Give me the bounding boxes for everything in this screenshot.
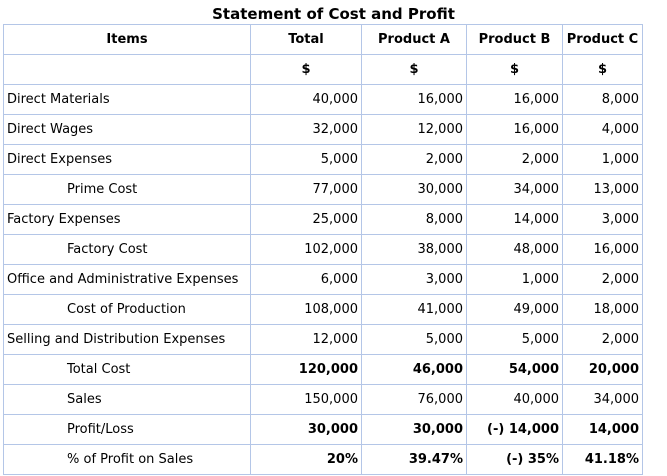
product-b-value: 16,000	[466, 84, 563, 115]
product-c-value: 16,000	[562, 234, 643, 265]
product-a-value: 3,000	[361, 264, 467, 295]
product-c-value: 20,000	[562, 354, 643, 385]
product-b-value: 14,000	[466, 204, 563, 235]
total-value: 20%	[250, 444, 362, 475]
product-a-value: 41,000	[361, 294, 467, 325]
product-a-value: 30,000	[361, 414, 467, 445]
table-row: Direct Wages 32,000 12,000 16,000 4,000	[3, 114, 643, 145]
total-value: 108,000	[250, 294, 362, 325]
total-value: 25,000	[250, 204, 362, 235]
product-b-value: 34,000	[466, 174, 563, 205]
row-label: Cost of Production	[3, 294, 251, 325]
product-b-value: 5,000	[466, 324, 563, 355]
total-value: 150,000	[250, 384, 362, 415]
total-value: 30,000	[250, 414, 362, 445]
header-total: Total	[250, 24, 362, 55]
currency-cell: $	[562, 54, 643, 85]
row-label: Selling and Distribution Expenses	[3, 324, 251, 355]
row-label: Factory Cost	[3, 234, 251, 265]
table-row: Direct Materials 40,000 16,000 16,000 8,000	[3, 84, 643, 115]
product-b-value: 16,000	[466, 114, 563, 145]
row-label: Prime Cost	[3, 174, 251, 205]
product-c-value: 3,000	[562, 204, 643, 235]
row-label: Direct Expenses	[3, 144, 251, 175]
total-value: 40,000	[250, 84, 362, 115]
currency-cell: $	[466, 54, 563, 85]
product-b-value: 54,000	[466, 354, 563, 385]
product-b-value: 40,000	[466, 384, 563, 415]
product-c-value: 41.18%	[562, 444, 643, 475]
product-b-value: (-) 14,000	[466, 414, 563, 445]
product-c-value: 4,000	[562, 114, 643, 145]
currency-row: $ $ $ $	[3, 54, 643, 85]
product-a-value: 76,000	[361, 384, 467, 415]
product-b-value: 2,000	[466, 144, 563, 175]
total-value: 6,000	[250, 264, 362, 295]
total-value: 12,000	[250, 324, 362, 355]
table-row: Factory Expenses 25,000 8,000 14,000 3,000	[3, 204, 643, 235]
statement-title: Statement of Cost and Profit	[212, 5, 455, 23]
product-a-value: 5,000	[361, 324, 467, 355]
header-product-c: Product C	[562, 24, 643, 55]
row-label: Office and Administrative Expenses	[3, 264, 251, 295]
cost-profit-table: Items Total Product A Product B Product …	[3, 24, 643, 475]
product-b-value: 49,000	[466, 294, 563, 325]
product-a-value: 12,000	[361, 114, 467, 145]
row-label: Direct Materials	[3, 84, 251, 115]
product-b-value: 1,000	[466, 264, 563, 295]
total-value: 5,000	[250, 144, 362, 175]
table-row: Cost of Production 108,000 41,000 49,000 18,…	[3, 294, 643, 325]
table-row: Profit/Loss 30,000 30,000 (-) 14,000 14,000	[3, 414, 643, 445]
currency-cell	[3, 54, 251, 85]
product-a-value: 16,000	[361, 84, 467, 115]
product-c-value: 2,000	[562, 264, 643, 295]
product-c-value: 18,000	[562, 294, 643, 325]
row-label: Factory Expenses	[3, 204, 251, 235]
product-a-value: 46,000	[361, 354, 467, 385]
total-value: 102,000	[250, 234, 362, 265]
currency-cell: $	[361, 54, 467, 85]
table-row: Selling and Distribution Expenses 12,000 5…	[3, 324, 643, 355]
table-row: Factory Cost 102,000 38,000 48,000 16,000	[3, 234, 643, 265]
table-row: Total Cost 120,000 46,000 54,000 20,000	[3, 354, 643, 385]
product-a-value: 30,000	[361, 174, 467, 205]
row-label: Total Cost	[3, 354, 251, 385]
product-c-value: 1,000	[562, 144, 643, 175]
header-product-a: Product A	[361, 24, 467, 55]
header-items: Items	[3, 24, 251, 55]
row-label: Sales	[3, 384, 251, 415]
total-value: 77,000	[250, 174, 362, 205]
product-c-value: 13,000	[562, 174, 643, 205]
table-row: % of Profit on Sales 20% 39.47% (-) 35% 41.1…	[3, 444, 643, 475]
product-a-value: 2,000	[361, 144, 467, 175]
header-row: Items Total Product A Product B Product …	[3, 24, 643, 55]
product-c-value: 2,000	[562, 324, 643, 355]
row-label: Profit/Loss	[3, 414, 251, 445]
product-b-value: 48,000	[466, 234, 563, 265]
header-product-b: Product B	[466, 24, 563, 55]
currency-cell: $	[250, 54, 362, 85]
product-b-value: (-) 35%	[466, 444, 563, 475]
table-row: Direct Expenses 5,000 2,000 2,000 1,000	[3, 144, 643, 175]
row-label: % of Profit on Sales	[3, 444, 251, 475]
product-a-value: 38,000	[361, 234, 467, 265]
total-value: 32,000	[250, 114, 362, 145]
table-row: Sales 150,000 76,000 40,000 34,000	[3, 384, 643, 415]
total-value: 120,000	[250, 354, 362, 385]
product-c-value: 14,000	[562, 414, 643, 445]
product-c-value: 8,000	[562, 84, 643, 115]
table-row: Prime Cost 77,000 30,000 34,000 13,000	[3, 174, 643, 205]
row-label: Direct Wages	[3, 114, 251, 145]
product-c-value: 34,000	[562, 384, 643, 415]
product-a-value: 8,000	[361, 204, 467, 235]
table-row: Office and Administrative Expenses 6,000 3…	[3, 264, 643, 295]
product-a-value: 39.47%	[361, 444, 467, 475]
